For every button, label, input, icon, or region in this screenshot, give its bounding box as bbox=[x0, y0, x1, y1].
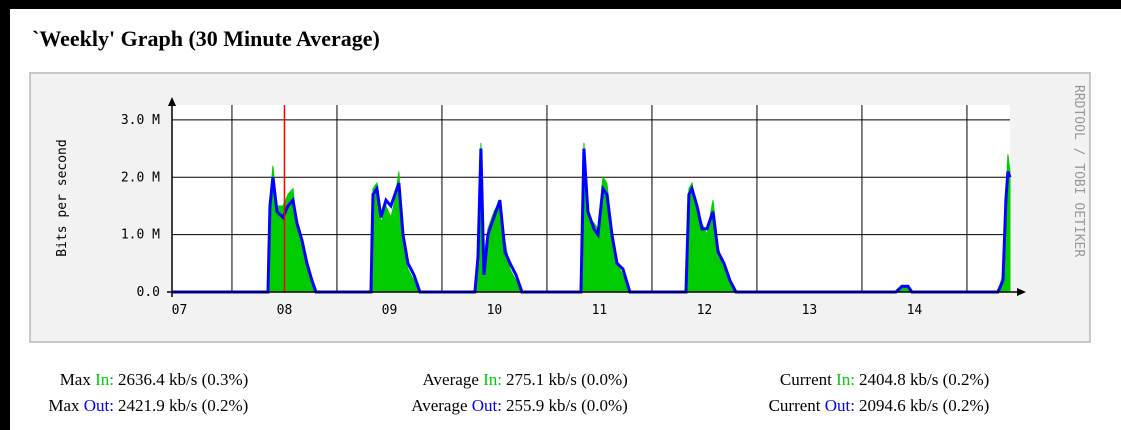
x-tick-label: 09 bbox=[382, 303, 398, 318]
x-tick-label: 11 bbox=[592, 303, 608, 318]
x-arrow bbox=[1017, 288, 1026, 296]
x-tick-label: 07 bbox=[172, 303, 188, 318]
stat-value: 255.9 kb/s (0.0%) bbox=[506, 396, 628, 415]
stat-value: 2421.9 kb/s (0.2%) bbox=[118, 396, 249, 415]
x-tick-label: 08 bbox=[277, 303, 293, 318]
x-tick-label: 12 bbox=[697, 303, 713, 318]
chart: Bits per second RRDTOOL / TOBI OETIKER 0… bbox=[29, 72, 1091, 343]
y-tick-label: 1.0 M bbox=[121, 228, 160, 243]
x-tick-label: 13 bbox=[802, 303, 818, 318]
stat-direction: In: bbox=[836, 370, 855, 389]
y-tick-label: 3.0 M bbox=[121, 113, 160, 128]
stat-direction: Out: bbox=[471, 396, 502, 415]
x-tick-label: 14 bbox=[907, 303, 923, 318]
side-text: RRDTOOL / TOBI OETIKER bbox=[1071, 85, 1086, 257]
stat-name: Current bbox=[779, 370, 832, 389]
out-line bbox=[172, 148, 1012, 294]
stat-direction: In: bbox=[95, 370, 114, 389]
stat-name: Max bbox=[48, 396, 80, 415]
top-border bbox=[0, 0, 1121, 9]
stat-value: 275.1 kb/s (0.0%) bbox=[506, 370, 628, 389]
stat-name: Average bbox=[411, 396, 468, 415]
stat-name: Max bbox=[59, 370, 91, 389]
stat-name: Current bbox=[768, 396, 821, 415]
stat-value: 2094.6 kb/s (0.2%) bbox=[859, 396, 990, 415]
stat-direction: Out: bbox=[83, 396, 114, 415]
stat-direction: Out: bbox=[824, 396, 855, 415]
y-axis-label: Bits per second bbox=[55, 139, 70, 256]
y-tick-label: 0.0 bbox=[137, 285, 160, 300]
stat-value: 2636.4 kb/s (0.3%) bbox=[118, 370, 249, 389]
y-arrow bbox=[168, 97, 176, 106]
stat-name: Average bbox=[422, 370, 479, 389]
left-border bbox=[0, 0, 10, 430]
stat-value: 2404.8 kb/s (0.2%) bbox=[859, 370, 990, 389]
stat-label: Average Out: bbox=[302, 396, 502, 416]
stat-label: Current Out: bbox=[655, 396, 855, 416]
x-tick-label: 10 bbox=[487, 303, 503, 318]
stat-label: Max In: bbox=[0, 370, 114, 390]
stat-label: Max Out: bbox=[0, 396, 114, 416]
heading: `Weekly' Graph (30 Minute Average) bbox=[32, 26, 380, 51]
y-tick-label: 2.0 M bbox=[121, 170, 160, 185]
stat-label: Average In: bbox=[302, 370, 502, 390]
stat-label: Current In: bbox=[655, 370, 855, 390]
stat-direction: In: bbox=[483, 370, 502, 389]
